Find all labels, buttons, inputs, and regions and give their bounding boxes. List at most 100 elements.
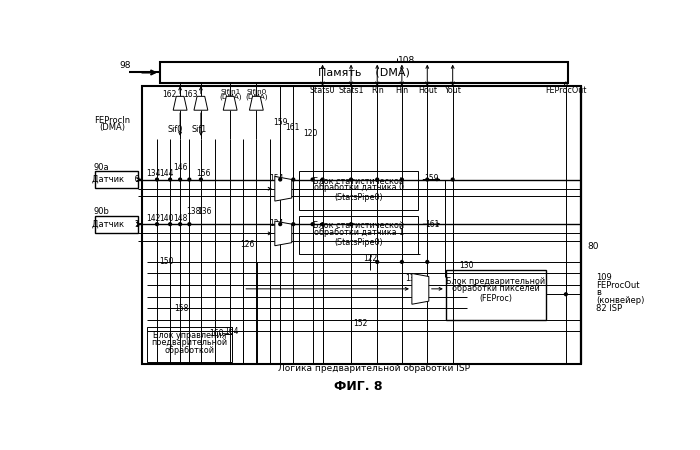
Bar [299, 216, 418, 254]
Circle shape [350, 178, 352, 181]
Circle shape [155, 223, 158, 225]
Circle shape [188, 223, 190, 225]
Circle shape [400, 178, 403, 181]
Circle shape [400, 261, 403, 263]
Circle shape [155, 178, 158, 181]
Text: Блок статистической: Блок статистической [313, 176, 405, 185]
Text: предварительной: предварительной [151, 338, 228, 347]
Text: 90b: 90b [94, 207, 109, 216]
Text: 124: 124 [270, 219, 284, 228]
Text: (StatsPipe0): (StatsPipe0) [335, 194, 383, 202]
Circle shape [292, 178, 295, 181]
Text: Память    (DMA): Память (DMA) [318, 68, 410, 77]
Text: Датчик    0: Датчик 0 [92, 175, 140, 184]
Text: 160: 160 [209, 329, 223, 338]
Text: 162: 162 [162, 90, 176, 99]
Text: 148: 148 [173, 213, 188, 222]
Text: FEProcIn: FEProcIn [94, 117, 130, 126]
Circle shape [564, 293, 567, 296]
Text: Stats0: Stats0 [310, 86, 335, 94]
Text: 159: 159 [425, 174, 439, 183]
Circle shape [376, 178, 379, 181]
Circle shape [169, 223, 172, 225]
Text: Rin: Rin [371, 86, 384, 94]
Text: обработкой: обработкой [164, 346, 214, 355]
Text: Stats1: Stats1 [338, 86, 364, 94]
Circle shape [426, 261, 428, 263]
Text: (StatsPipe0): (StatsPipe0) [335, 238, 383, 247]
Circle shape [312, 223, 314, 225]
Circle shape [188, 178, 190, 181]
Bar [446, 270, 546, 320]
Circle shape [279, 223, 281, 225]
Text: в: в [596, 288, 601, 297]
Text: 161: 161 [425, 220, 439, 230]
Text: 164: 164 [224, 327, 239, 336]
Polygon shape [412, 274, 429, 304]
Text: Sif1: Sif1 [192, 125, 207, 134]
Text: 146: 146 [173, 163, 188, 172]
Text: Hin: Hin [395, 86, 408, 94]
Polygon shape [173, 96, 187, 110]
Text: 140: 140 [159, 213, 174, 222]
Bar [95, 216, 138, 233]
Circle shape [199, 178, 202, 181]
Circle shape [312, 178, 314, 181]
Text: 108: 108 [398, 56, 415, 65]
Text: 134: 134 [146, 169, 160, 178]
Text: (DMA): (DMA) [99, 123, 125, 132]
Text: Блок статистической: Блок статистической [313, 221, 405, 230]
Circle shape [178, 223, 181, 225]
Circle shape [321, 223, 324, 225]
Text: Sif0: Sif0 [168, 125, 183, 134]
Text: обработки датчика 0: обработки датчика 0 [314, 184, 404, 193]
Bar [95, 171, 138, 188]
Text: 159: 159 [273, 118, 288, 127]
Circle shape [321, 178, 324, 181]
Text: 152: 152 [353, 319, 368, 328]
Text: 109: 109 [596, 273, 612, 282]
Text: (DMA): (DMA) [245, 93, 267, 99]
Text: 154: 154 [269, 174, 284, 183]
Text: 163: 163 [183, 90, 197, 99]
Polygon shape [249, 96, 263, 110]
Text: ФИГ. 8: ФИГ. 8 [335, 380, 383, 393]
Text: FEProcOut: FEProcOut [596, 280, 639, 289]
Text: 122: 122 [363, 253, 377, 262]
Text: 130: 130 [459, 261, 474, 270]
Text: Hout: Hout [418, 86, 437, 94]
Circle shape [376, 261, 379, 263]
Polygon shape [223, 96, 237, 110]
Text: 120: 120 [303, 129, 317, 138]
Text: FEProcOut: FEProcOut [545, 86, 587, 94]
Bar [160, 62, 568, 83]
Circle shape [279, 178, 281, 181]
Text: Датчик    1: Датчик 1 [92, 220, 140, 229]
Text: Sifin0: Sifin0 [246, 89, 267, 95]
Circle shape [292, 223, 295, 225]
Text: 158: 158 [174, 304, 189, 313]
Text: 90a: 90a [94, 163, 109, 172]
Bar [147, 327, 232, 362]
Polygon shape [194, 96, 208, 110]
Text: (конвейер): (конвейер) [596, 296, 644, 305]
Circle shape [178, 178, 181, 181]
Text: 126: 126 [240, 240, 254, 249]
Text: Блок предварительной: Блок предварительной [446, 277, 545, 286]
Text: 82 ISP: 82 ISP [596, 304, 622, 313]
Text: обработки пикселей: обработки пикселей [452, 284, 540, 293]
Polygon shape [275, 176, 292, 201]
Text: Логика предварительной обработки ISP: Логика предварительной обработки ISP [278, 364, 470, 373]
Text: 136: 136 [197, 207, 212, 216]
Bar [141, 86, 580, 364]
Text: (FEProc): (FEProc) [480, 294, 512, 303]
Text: Sifin1: Sifin1 [220, 89, 240, 95]
Circle shape [426, 178, 428, 181]
Text: 80: 80 [587, 242, 599, 251]
Bar [299, 171, 418, 210]
Text: 144: 144 [159, 169, 174, 178]
Text: 142: 142 [146, 213, 160, 222]
Text: 161: 161 [286, 123, 300, 132]
Text: Yout: Yout [444, 86, 461, 94]
Text: 150: 150 [159, 257, 174, 266]
